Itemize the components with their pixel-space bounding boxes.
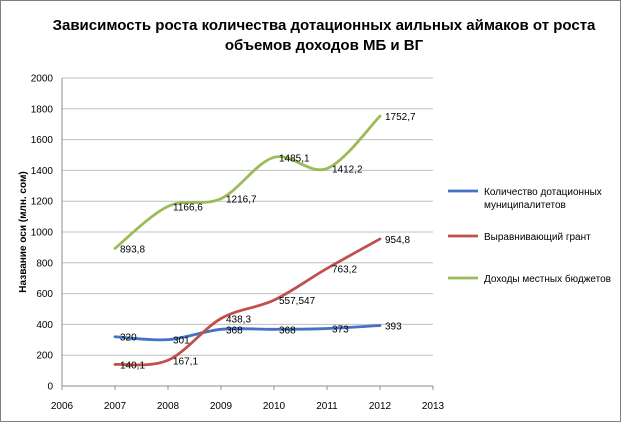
data-label: 954,8 bbox=[385, 235, 410, 246]
data-label: 368 bbox=[226, 325, 243, 336]
data-label: 1752,7 bbox=[385, 112, 416, 123]
data-label: 167,1 bbox=[173, 356, 198, 367]
data-label: 140,1 bbox=[120, 360, 145, 371]
data-label: 373 bbox=[332, 325, 349, 336]
data-label: 368 bbox=[279, 325, 296, 336]
data-label: 1166,6 bbox=[173, 202, 203, 213]
y-tick-label: 1400 bbox=[31, 166, 54, 177]
series-lines bbox=[113, 114, 382, 367]
axes: 0 200 400 600 800 1000 1200 1400 1600 1800 2000 200… bbox=[31, 74, 445, 413]
y-tick-label: 2000 bbox=[31, 74, 54, 85]
x-tick-label: 2008 bbox=[157, 401, 180, 412]
data-label: 301 bbox=[173, 336, 190, 347]
gridlines bbox=[62, 77, 433, 387]
data-labels: 320 301 368 368 373 393 140,1 167,1 438,3 557,547… bbox=[120, 112, 416, 371]
y-tick-label: 1800 bbox=[31, 104, 54, 115]
legend-label: Количество дотационных bbox=[484, 187, 602, 198]
chart-title-line-2: объемов доходов МБ и ВГ bbox=[225, 37, 424, 54]
x-tick-label: 2013 bbox=[422, 401, 445, 412]
data-label: 557,547 bbox=[279, 296, 316, 307]
series-line-1 bbox=[113, 324, 382, 342]
chart-title-line-1: Зависимость роста количества дотационных… bbox=[53, 17, 596, 34]
x-tick-label: 2009 bbox=[210, 401, 233, 412]
data-label: 438,3 bbox=[226, 315, 251, 326]
y-axis-label: Название оси (млн. сом) bbox=[18, 171, 29, 292]
y-tick-label: 1000 bbox=[31, 228, 54, 239]
y-tick-label: 0 bbox=[47, 382, 53, 393]
data-label: 893,8 bbox=[120, 244, 145, 255]
x-tick-label: 2007 bbox=[104, 401, 127, 412]
legend-label: Доходы местных бюджетов bbox=[484, 273, 611, 285]
x-tick-label: 2006 bbox=[51, 401, 74, 412]
data-label: 1485,1 bbox=[279, 153, 310, 164]
data-label: 393 bbox=[385, 321, 402, 332]
y-tick-label: 200 bbox=[36, 351, 53, 362]
series-line-3 bbox=[113, 114, 382, 250]
x-tick-label: 2012 bbox=[369, 401, 392, 412]
x-tick-label: 2010 bbox=[263, 401, 286, 412]
legend-label: Выравнивающий грант bbox=[484, 232, 591, 243]
data-label: 320 bbox=[120, 333, 137, 344]
y-tick-label: 1200 bbox=[31, 197, 54, 208]
data-label: 1216,7 bbox=[226, 195, 257, 206]
data-label: 763,2 bbox=[332, 264, 357, 275]
series-line-2 bbox=[113, 237, 382, 367]
legend: Количество дотационных муниципалитетов Выр… bbox=[448, 187, 611, 285]
y-tick-label: 1600 bbox=[31, 135, 54, 146]
x-tick-label: 2011 bbox=[316, 401, 338, 412]
y-tick-label: 600 bbox=[36, 289, 53, 300]
legend-label: муниципалитетов bbox=[484, 200, 566, 211]
data-label: 1412,2 bbox=[332, 165, 363, 176]
y-tick-label: 800 bbox=[36, 258, 53, 269]
y-tick-label: 400 bbox=[36, 320, 53, 331]
